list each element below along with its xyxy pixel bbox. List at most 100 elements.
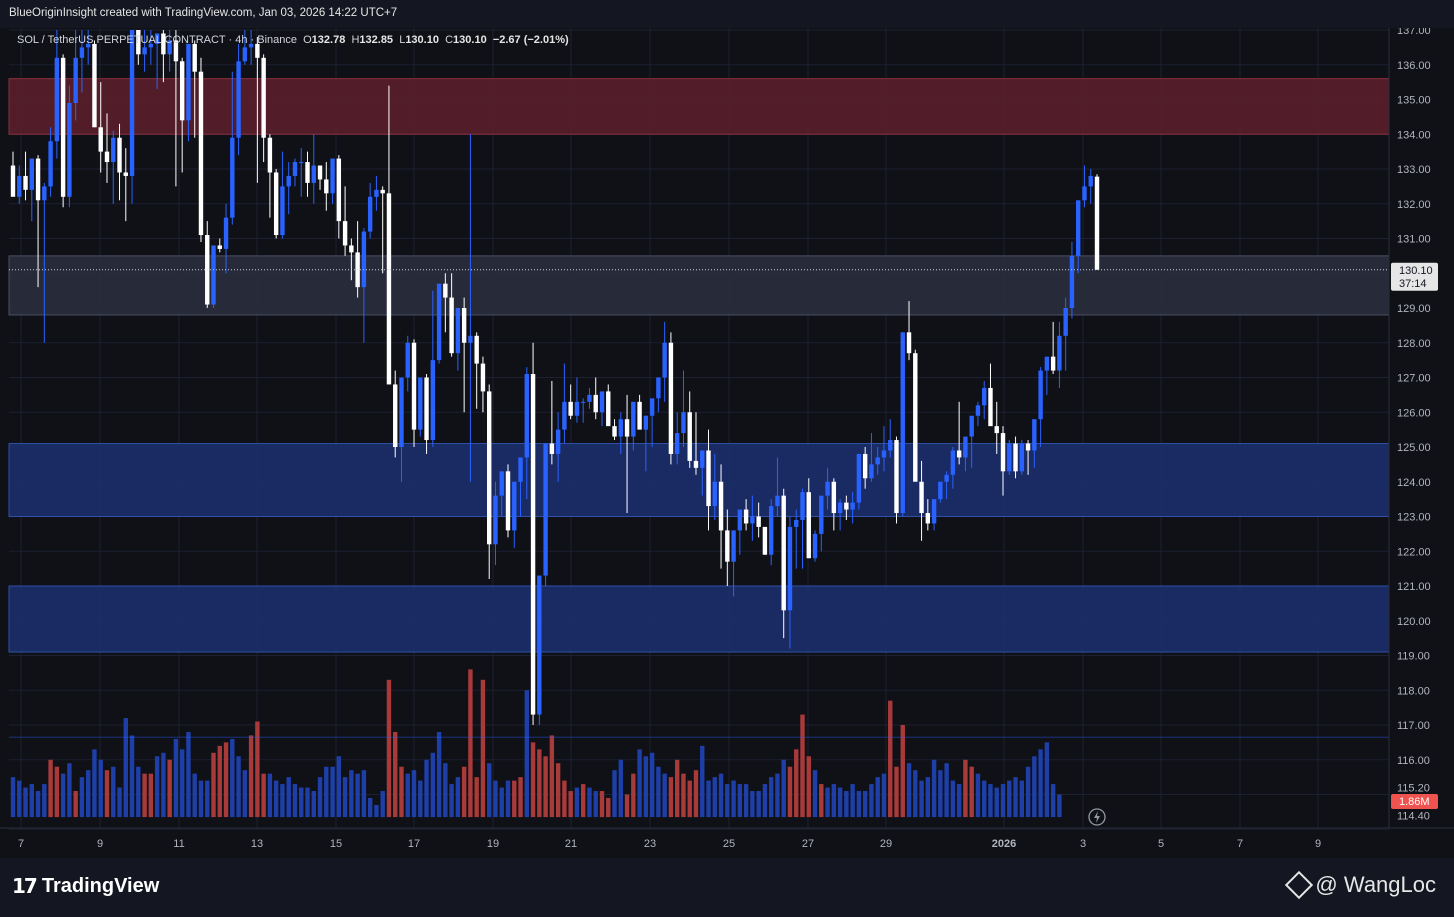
candle-body[interactable] [599,391,605,413]
candle-body[interactable] [775,495,780,507]
candle-body[interactable] [881,450,887,458]
candle-body[interactable] [211,245,216,305]
candle-body[interactable] [750,516,755,524]
candle-body[interactable] [305,162,310,183]
candle-body[interactable] [725,530,730,562]
candle-body[interactable] [474,335,479,364]
candle-body[interactable] [524,374,530,458]
candle-body[interactable] [913,353,918,482]
candle-body[interactable] [54,57,60,142]
candle-body[interactable] [555,429,561,454]
candle-body[interactable] [386,193,392,385]
candle-body[interactable] [825,481,830,496]
candle-body[interactable] [612,426,617,437]
candle-body[interactable] [280,186,285,236]
candle-body[interactable] [631,401,636,437]
candle-body[interactable] [411,342,417,430]
candle-body[interactable] [794,519,799,527]
candle-body[interactable] [167,40,172,55]
candle-body[interactable] [800,492,805,520]
candle-body[interactable] [330,158,335,194]
candle-body[interactable] [806,492,811,559]
candle-body[interactable] [10,165,16,197]
candle-body[interactable] [693,460,699,468]
candle-body[interactable] [136,30,141,55]
candle-body[interactable] [1019,443,1025,472]
candle-body[interactable] [292,162,298,176]
candle-body[interactable] [700,450,705,468]
candle-body[interactable] [1063,308,1068,336]
candle-body[interactable] [129,30,135,176]
candle-body[interactable] [568,401,573,416]
candle-body[interactable] [186,43,191,121]
candle-body[interactable] [963,436,968,458]
candle-body[interactable] [875,457,880,465]
candle-body[interactable] [975,405,981,416]
candle-body[interactable] [48,141,53,187]
candle-body[interactable] [67,102,72,197]
candle-body[interactable] [393,384,398,447]
chart-area[interactable]: 137.00 136.00 135.00 134.00 133.00 132.00 131.… [0,28,1454,858]
candle-body[interactable] [60,57,66,197]
candle-body[interactable] [856,453,862,503]
candle-body[interactable] [624,419,630,437]
candle-body[interactable] [537,575,542,715]
candle-body[interactable] [562,401,567,430]
candle-body[interactable] [787,526,793,611]
candle-body[interactable] [687,412,692,461]
candle-body[interactable] [374,189,379,197]
candle-body[interactable] [449,297,454,354]
candle-body[interactable] [443,283,448,298]
candle-body[interactable] [117,137,122,173]
candle-body[interactable] [831,481,837,514]
candle-body[interactable] [230,137,235,218]
candle-body[interactable] [587,394,592,402]
candle-body[interactable] [73,57,78,103]
candle-body[interactable] [154,33,160,44]
candle-body[interactable] [173,40,179,62]
candle-body[interactable] [418,377,423,430]
candle-body[interactable] [1000,433,1006,472]
candle-body[interactable] [85,43,91,48]
candle-body[interactable] [756,516,761,527]
candle-body[interactable] [819,495,824,534]
candle-body[interactable] [179,61,185,121]
candle-body[interactable] [148,43,154,48]
candle-body[interactable] [380,189,385,194]
candle-body[interactable] [530,374,536,715]
lightning-icon[interactable] [1088,808,1106,826]
candle-body[interactable] [367,196,373,232]
candle-body[interactable] [1076,200,1081,256]
candle-body[interactable] [1013,443,1018,472]
candle-body[interactable] [938,481,943,500]
candle-body[interactable] [267,137,273,173]
candle-body[interactable] [1032,419,1037,451]
candle-body[interactable] [499,471,504,496]
candle-body[interactable] [768,506,774,555]
candle-body[interactable] [336,158,342,222]
candle-body[interactable] [944,474,949,482]
candle-body[interactable] [1057,335,1062,371]
candle-body[interactable] [593,394,598,413]
candle-body[interactable] [781,495,786,611]
candle-body[interactable] [192,43,197,72]
candle-body[interactable] [455,308,461,354]
candle-body[interactable] [988,387,993,427]
candle-body[interactable] [342,221,348,246]
candle-body[interactable] [42,186,47,201]
candle-body[interactable] [618,419,623,437]
candle-body[interactable] [950,450,956,475]
candle-body[interactable] [862,453,868,479]
candle-body[interactable] [430,360,436,441]
candle-body[interactable] [681,412,686,434]
candle-body[interactable] [931,499,937,524]
candle-body[interactable] [161,33,166,55]
candle-body[interactable] [1088,175,1093,187]
candle-body[interactable] [869,464,874,479]
candle-body[interactable] [436,283,442,361]
candle-body[interactable] [299,162,304,164]
candle-body[interactable] [349,245,354,253]
candle-body[interactable] [324,179,329,194]
candle-body[interactable] [919,481,924,514]
candle-body[interactable] [906,332,912,354]
